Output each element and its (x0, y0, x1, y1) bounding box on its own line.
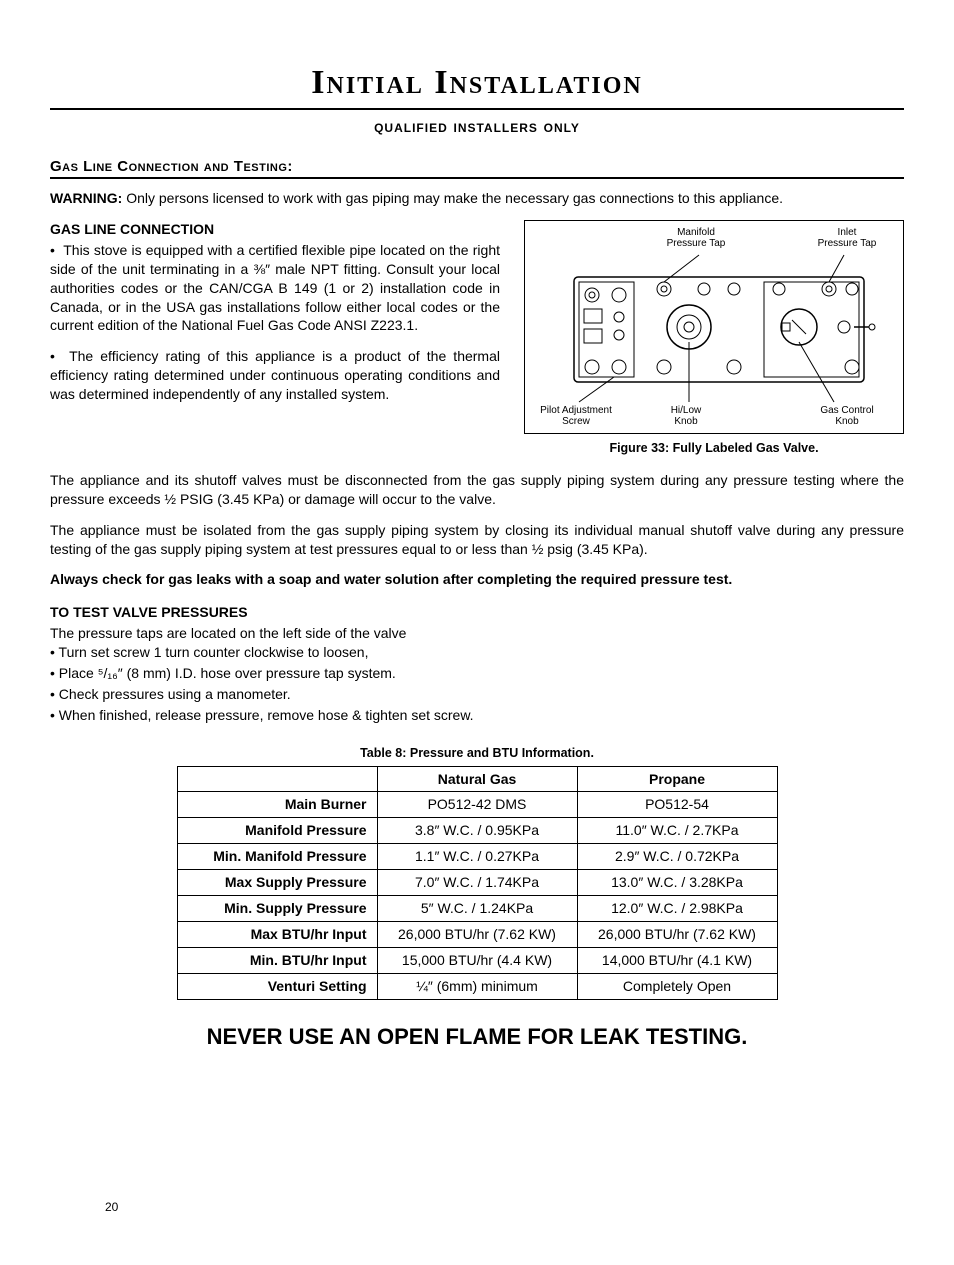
bullet-2: • The efficiency rating of this applianc… (50, 347, 500, 404)
figure-caption: Figure 33: Fully Labeled Gas Valve. (524, 440, 904, 457)
row-header: Min. BTU/hr Input (177, 947, 377, 973)
table-header: Propane (577, 766, 777, 792)
test-step: • When finished, release pressure, remov… (50, 706, 904, 725)
label-inlet: InletPressure Tap (807, 227, 887, 249)
test-steps-list: • Turn set screw 1 turn counter clockwis… (50, 643, 904, 725)
table-cell: 13.0″ W.C. / 3.28KPa (577, 870, 777, 896)
table-cell: ¼″ (6mm) minimum (377, 973, 577, 999)
warning-text: Only persons licensed to work with gas p… (122, 190, 783, 206)
table-caption: Table 8: Pressure and BTU Information. (50, 745, 904, 762)
test-step: • Check pressures using a manometer. (50, 685, 904, 704)
subtitle: qualified installers only (50, 116, 904, 139)
right-column: ManifoldPressure Tap InletPressure Tap P… (524, 220, 904, 461)
table-cell: PO512-54 (577, 792, 777, 818)
table-row: Max BTU/hr Input26,000 BTU/hr (7.62 KW)2… (177, 921, 777, 947)
test-heading: TO TEST VALVE PRESSURES (50, 603, 904, 622)
row-header: Max BTU/hr Input (177, 921, 377, 947)
row-header: Manifold Pressure (177, 818, 377, 844)
table-row: Manifold Pressure3.8″ W.C. / 0.95KPa11.0… (177, 818, 777, 844)
test-step: • Place ⁵/₁₆″ (8 mm) I.D. hose over pres… (50, 664, 904, 683)
table-row: Max Supply Pressure7.0″ W.C. / 1.74KPa13… (177, 870, 777, 896)
row-header: Min. Manifold Pressure (177, 844, 377, 870)
table-cell: 1.1″ W.C. / 0.27KPa (377, 844, 577, 870)
table-row: Min. Manifold Pressure1.1″ W.C. / 0.27KP… (177, 844, 777, 870)
label-manifold: ManifoldPressure Tap (661, 227, 731, 249)
row-header: Venturi Setting (177, 973, 377, 999)
table-cell: 14,000 BTU/hr (4.1 KW) (577, 947, 777, 973)
row-header: Min. Supply Pressure (177, 895, 377, 921)
bullet-1-text: This stove is equipped with a certified … (50, 242, 500, 334)
table-cell: 12.0″ W.C. / 2.98KPa (577, 895, 777, 921)
gas-valve-diagram: ManifoldPressure Tap InletPressure Tap P… (524, 220, 904, 434)
bullet-1: • This stove is equipped with a certifie… (50, 241, 500, 335)
table-header: Natural Gas (377, 766, 577, 792)
warning-label: WARNING: (50, 190, 122, 206)
table-cell: 15,000 BTU/hr (4.4 KW) (377, 947, 577, 973)
table-cell: 3.8″ W.C. / 0.95KPa (377, 818, 577, 844)
para-isolate: The appliance must be isolated from the … (50, 521, 904, 559)
table-cell: 11.0″ W.C. / 2.7KPa (577, 818, 777, 844)
table-row: Min. Supply Pressure5″ W.C. / 1.24KPa12.… (177, 895, 777, 921)
gas-connection-heading: GAS LINE CONNECTION (50, 220, 500, 239)
row-header: Main Burner (177, 792, 377, 818)
table-row: Main BurnerPO512-42 DMSPO512-54 (177, 792, 777, 818)
page-number: 20 (105, 1199, 118, 1215)
row-header: Max Supply Pressure (177, 870, 377, 896)
label-pilot: Pilot AdjustmentScrew (531, 405, 621, 427)
table-cell: 2.9″ W.C. / 0.72KPa (577, 844, 777, 870)
table-row: Venturi Setting¼″ (6mm) minimumCompletel… (177, 973, 777, 999)
left-column: GAS LINE CONNECTION • This stove is equi… (50, 220, 500, 404)
table-cell: 7.0″ W.C. / 1.74KPa (377, 870, 577, 896)
table-cell: Completely Open (577, 973, 777, 999)
label-hilow: Hi/LowKnob (656, 405, 716, 427)
table-cell: 26,000 BTU/hr (7.62 KW) (577, 921, 777, 947)
final-warning: NEVER USE AN OPEN FLAME FOR LEAK TESTING… (50, 1022, 904, 1052)
table-cell: PO512-42 DMS (377, 792, 577, 818)
para-disconnect: The appliance and its shutoff valves mus… (50, 471, 904, 509)
leak-check-warning: Always check for gas leaks with a soap a… (50, 570, 904, 589)
table-header (177, 766, 377, 792)
test-intro: The pressure taps are located on the lef… (50, 624, 904, 643)
bullet-2-text: The efficiency rating of this appliance … (50, 348, 500, 402)
test-step: • Turn set screw 1 turn counter clockwis… (50, 643, 904, 662)
label-gasknob: Gas ControlKnob (807, 405, 887, 427)
valve-svg (531, 227, 897, 427)
table-row: Min. BTU/hr Input15,000 BTU/hr (4.4 KW)1… (177, 947, 777, 973)
table-cell: 26,000 BTU/hr (7.62 KW) (377, 921, 577, 947)
pressure-btu-table: Natural GasPropane Main BurnerPO512-42 D… (177, 766, 778, 1000)
table-cell: 5″ W.C. / 1.24KPa (377, 895, 577, 921)
page-title: Initial Installation (50, 60, 904, 110)
warning-paragraph: WARNING: Only persons licensed to work w… (50, 189, 904, 208)
section-heading: Gas Line Connection and Testing: (50, 157, 904, 179)
